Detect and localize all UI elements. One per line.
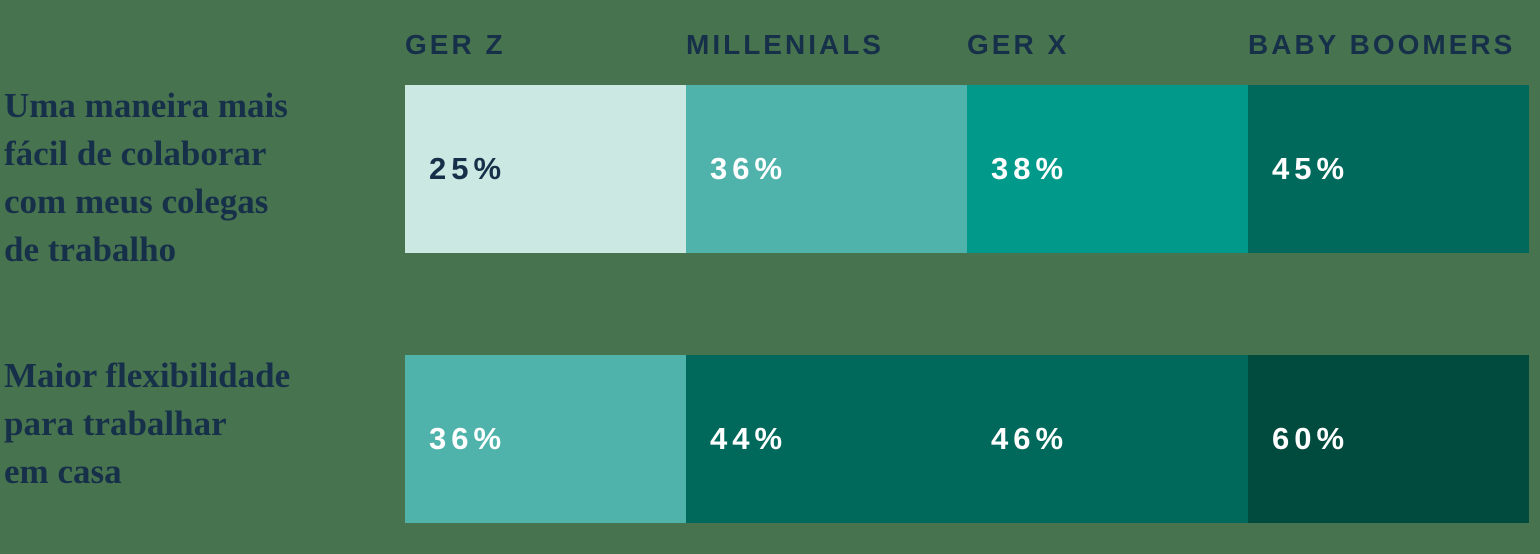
row-label-line: em casa bbox=[4, 452, 122, 491]
row-label-flexibility: Maior flexibilidade para trabalhar em ca… bbox=[4, 352, 396, 496]
category-header-row: GER Z MILLENIALS GER X BABY BOOMERS bbox=[405, 28, 1529, 64]
category-header-ger-x: GER X bbox=[967, 28, 1248, 64]
row-label-line: com meus colegas bbox=[4, 182, 269, 221]
bar-segment-collaboration-baby-boomers: 45% bbox=[1248, 85, 1529, 253]
value-label: 46% bbox=[991, 421, 1069, 456]
bar-row-flexibility: 36% 44% 46% 60% bbox=[405, 355, 1529, 523]
bar-row-collaboration: 25% 36% 38% 45% bbox=[405, 85, 1529, 253]
value-label: 25% bbox=[429, 151, 507, 186]
row-label-collaboration: Uma maneira mais fácil de colaborar com … bbox=[4, 82, 396, 274]
category-header-label: BABY BOOMERS bbox=[1248, 29, 1516, 60]
bar-segment-flexibility-ger-z: 36% bbox=[405, 355, 686, 523]
value-label: 44% bbox=[710, 421, 788, 456]
category-header-millenials: MILLENIALS bbox=[686, 28, 967, 64]
bar-segment-flexibility-millenials: 44% bbox=[686, 355, 967, 523]
category-header-baby-boomers: BABY BOOMERS bbox=[1248, 28, 1529, 64]
value-label: 60% bbox=[1272, 421, 1350, 456]
bar-segment-collaboration-ger-z: 25% bbox=[405, 85, 686, 253]
row-label-line: fácil de colaborar bbox=[4, 134, 267, 173]
category-header-label: GER Z bbox=[405, 29, 506, 60]
row-label-line: de trabalho bbox=[4, 230, 177, 269]
category-header-label: MILLENIALS bbox=[686, 29, 884, 60]
value-label: 36% bbox=[710, 151, 788, 186]
value-label: 36% bbox=[429, 421, 507, 456]
bar-segment-flexibility-ger-x: 46% bbox=[967, 355, 1248, 523]
bar-segment-flexibility-baby-boomers: 60% bbox=[1248, 355, 1529, 523]
bar-segment-collaboration-ger-x: 38% bbox=[967, 85, 1248, 253]
row-label-line: Maior flexibilidade bbox=[4, 356, 291, 395]
value-label: 45% bbox=[1272, 151, 1350, 186]
row-label-line: para trabalhar bbox=[4, 404, 227, 443]
bar-segment-collaboration-millenials: 36% bbox=[686, 85, 967, 253]
category-header-ger-z: GER Z bbox=[405, 28, 686, 64]
row-label-line: Uma maneira mais bbox=[4, 86, 288, 125]
value-label: 38% bbox=[991, 151, 1069, 186]
category-header-label: GER X bbox=[967, 29, 1070, 60]
